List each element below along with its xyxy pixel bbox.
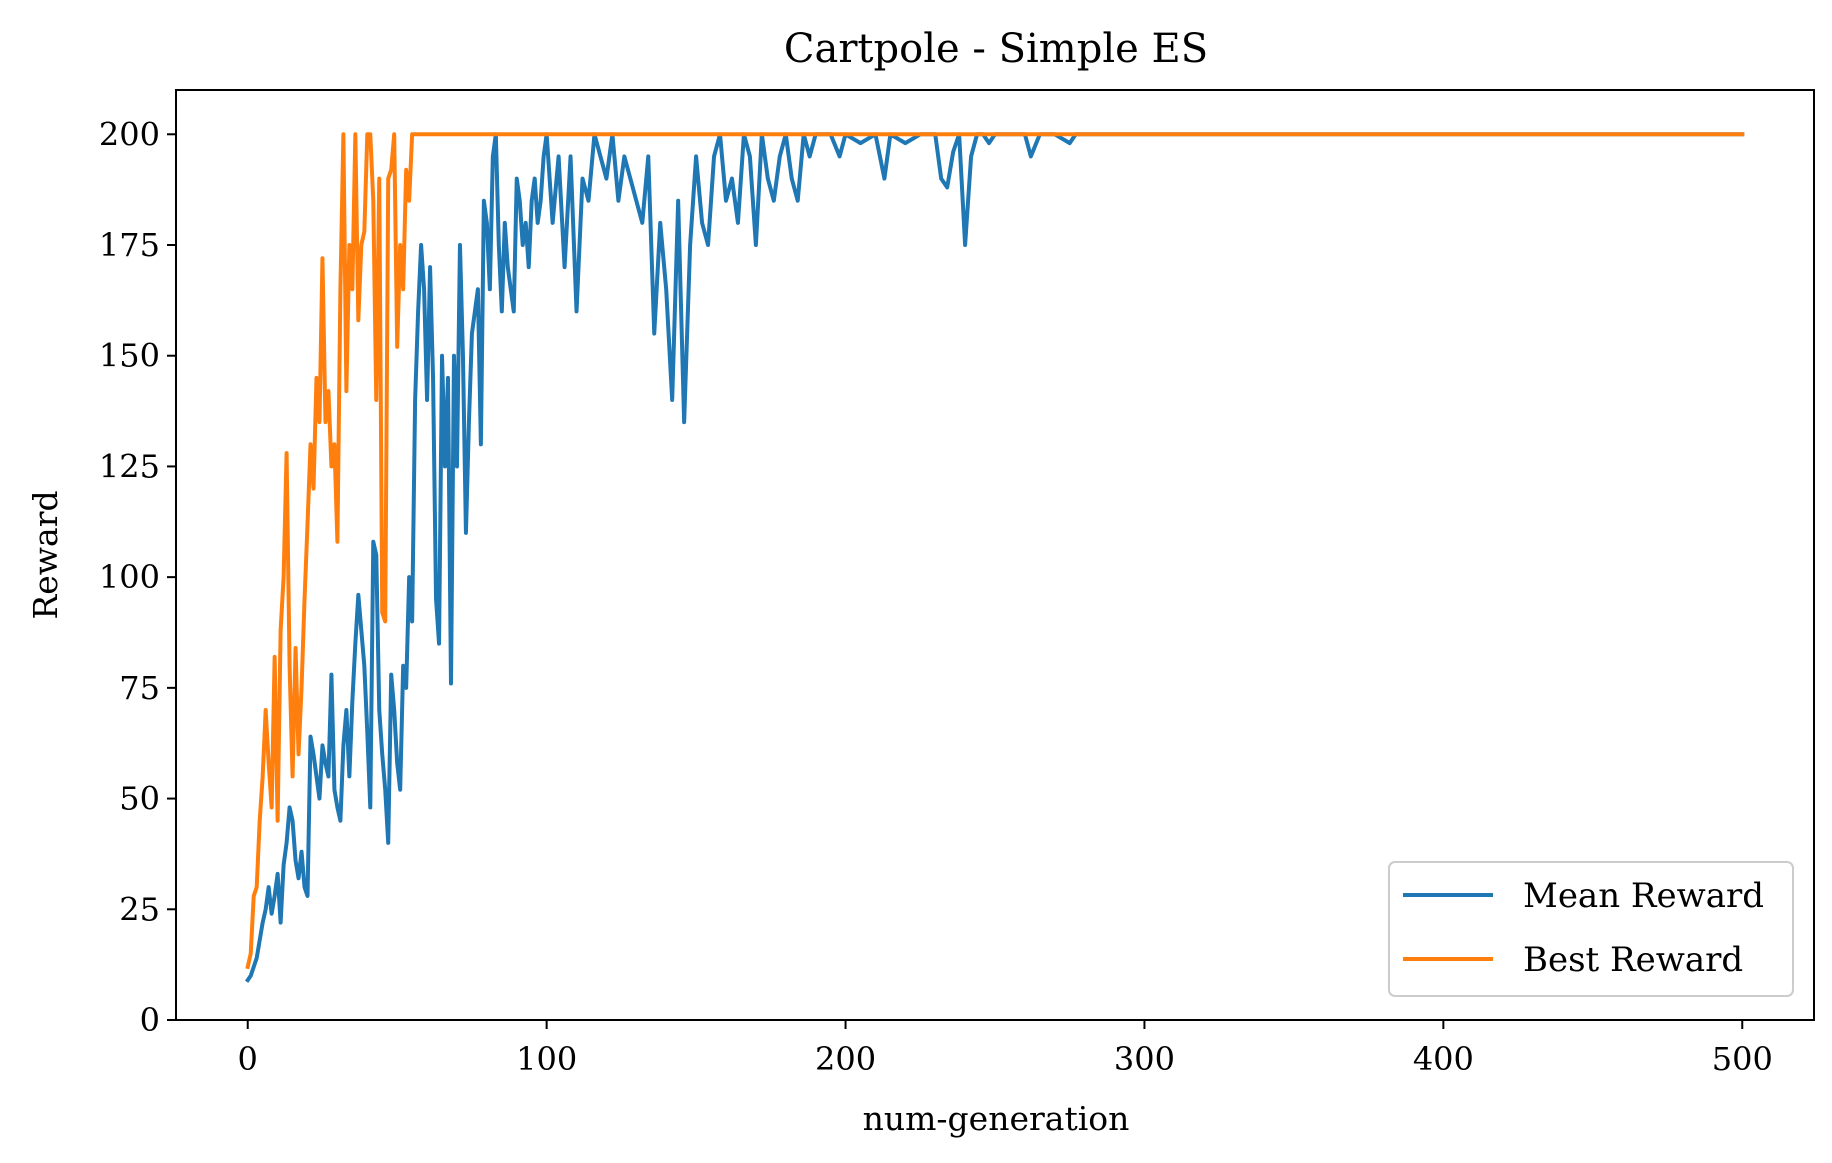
x-tick-label: 200 bbox=[815, 1040, 876, 1078]
y-tick-label: 200 bbox=[99, 115, 160, 153]
y-axis-label: Reward bbox=[26, 490, 65, 619]
y-tick-label: 125 bbox=[99, 447, 160, 485]
plot-area bbox=[175, 89, 1815, 1021]
x-tick-label: 0 bbox=[238, 1040, 258, 1078]
y-axis-ticks: 0 25 50 75 100 125 150 175 200 bbox=[99, 115, 176, 1039]
x-tick-label: 400 bbox=[1413, 1040, 1474, 1078]
chart-title: Cartpole - Simple ES bbox=[784, 26, 1208, 72]
series-line-best-reward bbox=[245, 132, 1745, 970]
x-axis-ticks: 0 100 200 300 400 500 bbox=[238, 1020, 1773, 1078]
y-tick-label: 150 bbox=[99, 337, 160, 375]
y-tick-label: 0 bbox=[140, 1001, 160, 1039]
x-tick-label: 300 bbox=[1114, 1040, 1175, 1078]
y-tick-label: 100 bbox=[99, 558, 160, 596]
y-tick-label: 75 bbox=[119, 669, 160, 707]
y-tick-label: 50 bbox=[119, 780, 160, 818]
y-tick-label: 25 bbox=[119, 890, 160, 928]
legend: Mean Reward Best Reward bbox=[1388, 861, 1794, 997]
axes-frame bbox=[175, 89, 1815, 1021]
legend-label-mean-reward: Mean Reward bbox=[1523, 876, 1764, 916]
x-tick-label: 100 bbox=[516, 1040, 577, 1078]
legend-label-best-reward: Best Reward bbox=[1523, 940, 1743, 980]
x-tick-label: 500 bbox=[1712, 1040, 1773, 1078]
x-axis-label: num-generation bbox=[863, 1099, 1130, 1138]
y-tick-label: 175 bbox=[99, 226, 160, 264]
series-layer bbox=[244, 132, 1745, 983]
